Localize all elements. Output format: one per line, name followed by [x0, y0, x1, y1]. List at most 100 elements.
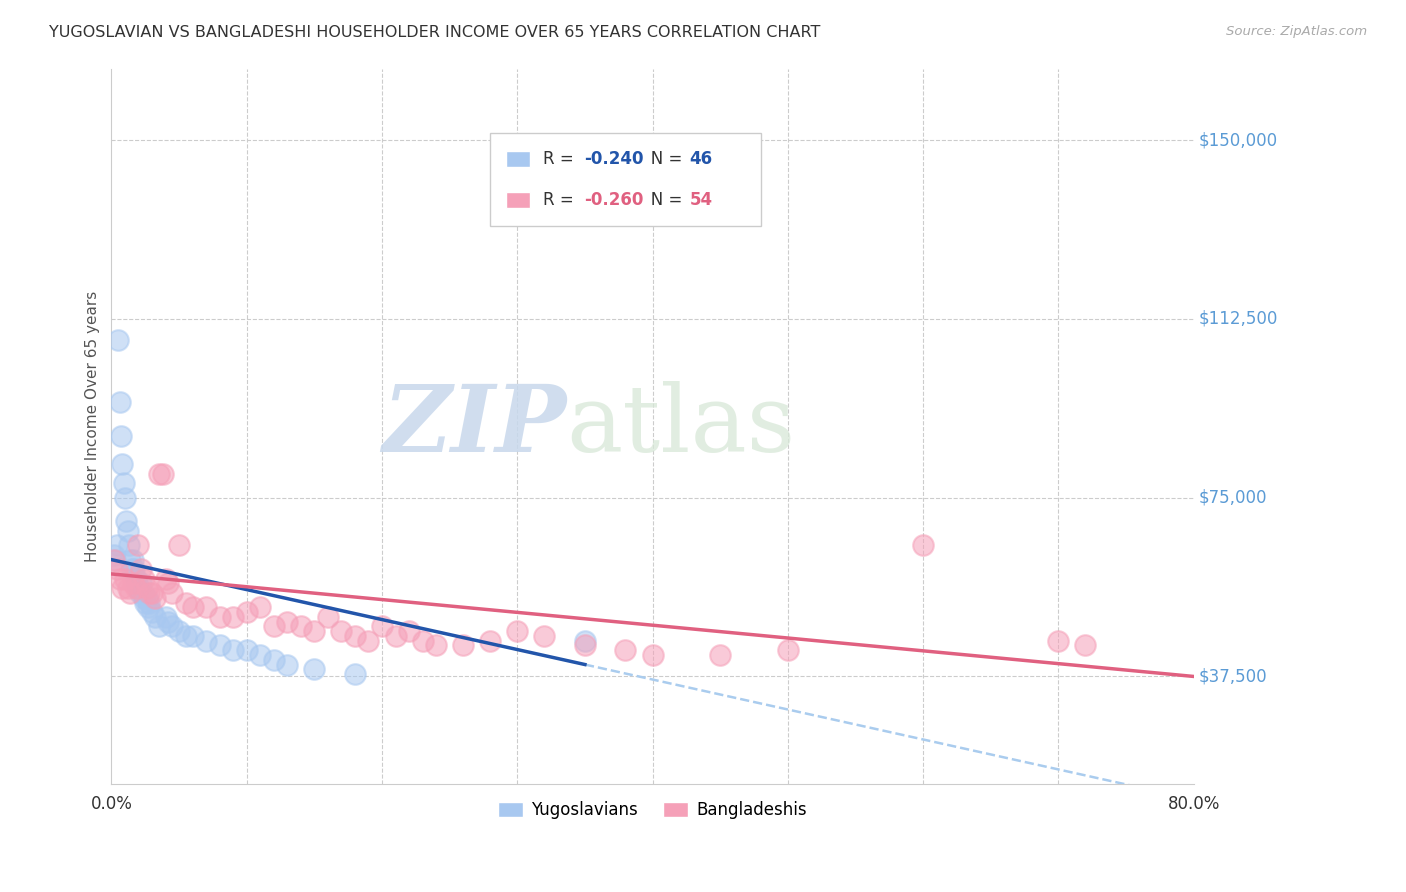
Point [136, 600, 159, 615]
Text: ZIP: ZIP [381, 381, 567, 471]
Text: R =: R = [543, 191, 579, 209]
Point [276, 615, 298, 629]
Point [425, 639, 447, 653]
Point [103, 548, 125, 562]
Point [155, 572, 177, 586]
Point [141, 586, 163, 600]
Text: $75,000: $75,000 [1199, 489, 1268, 507]
Point [117, 581, 139, 595]
Point [174, 629, 197, 643]
Point [157, 615, 180, 629]
FancyBboxPatch shape [491, 133, 761, 226]
Point [122, 576, 145, 591]
Point [343, 629, 366, 643]
Point [143, 610, 166, 624]
Point [451, 639, 474, 653]
Point [129, 576, 152, 591]
Text: -0.240: -0.240 [585, 150, 644, 168]
Point [127, 538, 149, 552]
Point [157, 576, 180, 591]
Point [181, 600, 204, 615]
Point [134, 596, 156, 610]
Point [141, 605, 163, 619]
Point [533, 629, 555, 643]
Point [148, 467, 170, 481]
Point [479, 633, 502, 648]
Point [1074, 639, 1097, 653]
Point [330, 624, 353, 639]
Point [135, 591, 157, 605]
Point [148, 619, 170, 633]
Point [129, 562, 152, 576]
Point [384, 629, 406, 643]
Text: 46: 46 [689, 150, 713, 168]
Point [614, 643, 637, 657]
Point [152, 467, 174, 481]
Point [138, 586, 160, 600]
Point [249, 648, 271, 662]
Point [304, 662, 326, 676]
Point [506, 624, 529, 639]
Point [125, 572, 148, 586]
Point [114, 572, 136, 586]
Point [103, 552, 125, 566]
Point [235, 605, 257, 619]
Point [118, 538, 141, 552]
Point [155, 610, 177, 624]
Point [304, 624, 326, 639]
Point [222, 610, 245, 624]
Point [122, 552, 145, 566]
Text: Source: ZipAtlas.com: Source: ZipAtlas.com [1226, 25, 1367, 38]
Point [263, 619, 285, 633]
Point [371, 619, 394, 633]
Y-axis label: Householder Income Over 65 years: Householder Income Over 65 years [86, 291, 100, 562]
Point [912, 538, 935, 552]
Point [120, 586, 142, 600]
Point [162, 619, 184, 633]
Text: N =: N = [636, 150, 688, 168]
Point [127, 581, 149, 595]
Point [125, 581, 148, 595]
Point [138, 596, 160, 610]
Legend: Yugoslavians, Bangladeshis: Yugoslavians, Bangladeshis [491, 794, 814, 825]
Point [120, 552, 142, 566]
Point [132, 591, 155, 605]
Point [167, 624, 190, 639]
Point [574, 633, 596, 648]
Point [208, 639, 231, 653]
Text: -0.260: -0.260 [585, 191, 644, 209]
Point [357, 633, 380, 648]
Point [167, 538, 190, 552]
Text: $37,500: $37,500 [1199, 667, 1268, 685]
Point [195, 633, 218, 648]
Point [115, 515, 138, 529]
Point [121, 562, 143, 576]
Point [709, 648, 731, 662]
Point [127, 576, 149, 591]
FancyBboxPatch shape [506, 151, 530, 167]
Point [1047, 633, 1070, 648]
Text: atlas: atlas [567, 381, 796, 471]
Text: N =: N = [636, 191, 688, 209]
Point [235, 643, 257, 657]
Point [143, 591, 166, 605]
Point [132, 572, 155, 586]
Point [135, 581, 157, 595]
Text: $112,500: $112,500 [1199, 310, 1278, 328]
Point [195, 600, 218, 615]
Point [208, 610, 231, 624]
Point [641, 648, 664, 662]
Point [105, 538, 128, 552]
Point [574, 639, 596, 653]
Point [162, 586, 184, 600]
Point [276, 657, 298, 672]
Point [412, 633, 434, 648]
Text: YUGOSLAVIAN VS BANGLADESHI HOUSEHOLDER INCOME OVER 65 YEARS CORRELATION CHART: YUGOSLAVIAN VS BANGLADESHI HOUSEHOLDER I… [49, 25, 821, 40]
Point [174, 596, 197, 610]
Point [776, 643, 799, 657]
Text: $150,000: $150,000 [1199, 131, 1278, 149]
Point [290, 619, 312, 633]
Point [316, 610, 339, 624]
Point [222, 643, 245, 657]
Point [128, 586, 150, 600]
